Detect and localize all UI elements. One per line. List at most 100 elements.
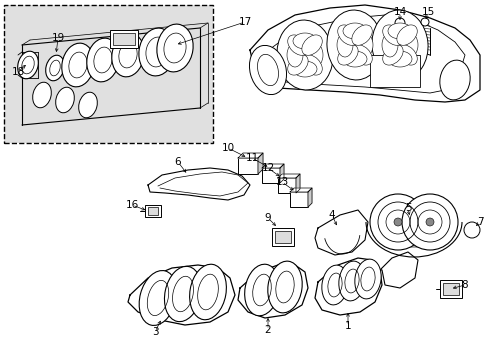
Ellipse shape bbox=[287, 55, 307, 75]
Bar bbox=[238, 158, 258, 174]
Ellipse shape bbox=[326, 10, 382, 80]
Text: 8: 8 bbox=[461, 280, 468, 290]
Polygon shape bbox=[238, 265, 307, 318]
Ellipse shape bbox=[321, 265, 347, 305]
Ellipse shape bbox=[86, 38, 119, 82]
Ellipse shape bbox=[354, 259, 380, 299]
Ellipse shape bbox=[369, 194, 425, 250]
Bar bbox=[145, 205, 161, 217]
Ellipse shape bbox=[351, 45, 371, 65]
Bar bbox=[439, 280, 461, 298]
Text: 5: 5 bbox=[404, 203, 410, 213]
Ellipse shape bbox=[286, 43, 303, 67]
Ellipse shape bbox=[267, 261, 302, 313]
Text: 1: 1 bbox=[344, 321, 350, 331]
Polygon shape bbox=[307, 188, 311, 207]
Ellipse shape bbox=[139, 28, 175, 76]
Ellipse shape bbox=[381, 33, 397, 57]
Text: 12: 12 bbox=[261, 163, 274, 173]
Text: 14: 14 bbox=[392, 7, 406, 17]
Text: 10: 10 bbox=[221, 143, 234, 153]
Ellipse shape bbox=[401, 194, 457, 250]
Ellipse shape bbox=[337, 45, 357, 65]
Polygon shape bbox=[278, 174, 299, 178]
Ellipse shape bbox=[157, 24, 193, 72]
Ellipse shape bbox=[45, 55, 64, 81]
Text: 13: 13 bbox=[275, 177, 288, 187]
Ellipse shape bbox=[393, 218, 401, 226]
Text: 9: 9 bbox=[264, 213, 271, 223]
Ellipse shape bbox=[189, 264, 226, 320]
Text: 17: 17 bbox=[238, 17, 251, 27]
Text: 7: 7 bbox=[476, 217, 482, 227]
Ellipse shape bbox=[351, 25, 371, 45]
Text: 4: 4 bbox=[328, 210, 335, 220]
Ellipse shape bbox=[56, 87, 74, 113]
Text: 6: 6 bbox=[174, 157, 181, 167]
Bar bbox=[148, 207, 158, 215]
Text: 2: 2 bbox=[264, 325, 271, 335]
Ellipse shape bbox=[79, 92, 97, 118]
Ellipse shape bbox=[301, 55, 322, 75]
Bar bbox=[110, 30, 138, 48]
Text: 3: 3 bbox=[151, 327, 158, 337]
Ellipse shape bbox=[387, 51, 411, 67]
Ellipse shape bbox=[338, 261, 365, 301]
Ellipse shape bbox=[463, 222, 479, 238]
Ellipse shape bbox=[164, 266, 201, 321]
Ellipse shape bbox=[387, 23, 411, 39]
Polygon shape bbox=[262, 15, 464, 93]
Polygon shape bbox=[314, 210, 367, 255]
Bar bbox=[4, 5, 213, 143]
Bar bbox=[274, 231, 290, 243]
Bar bbox=[442, 283, 458, 295]
Text: 19: 19 bbox=[51, 33, 64, 43]
Polygon shape bbox=[289, 188, 311, 192]
Ellipse shape bbox=[139, 271, 177, 325]
Bar bbox=[289, 192, 307, 207]
Ellipse shape bbox=[336, 33, 352, 57]
Ellipse shape bbox=[292, 61, 316, 77]
Polygon shape bbox=[258, 153, 263, 174]
Ellipse shape bbox=[396, 45, 416, 65]
Ellipse shape bbox=[276, 20, 332, 90]
Ellipse shape bbox=[342, 23, 366, 39]
Ellipse shape bbox=[439, 60, 469, 100]
Text: 18: 18 bbox=[11, 67, 24, 77]
Ellipse shape bbox=[382, 45, 402, 65]
Polygon shape bbox=[295, 174, 299, 193]
Ellipse shape bbox=[18, 51, 38, 79]
Bar bbox=[4, 5, 213, 143]
Text: 16: 16 bbox=[125, 200, 138, 210]
Polygon shape bbox=[379, 252, 417, 288]
Ellipse shape bbox=[337, 25, 357, 45]
Ellipse shape bbox=[301, 35, 322, 55]
Polygon shape bbox=[238, 153, 263, 158]
Polygon shape bbox=[262, 164, 284, 168]
Polygon shape bbox=[128, 265, 235, 325]
Bar bbox=[278, 178, 295, 193]
Polygon shape bbox=[280, 164, 284, 183]
Bar bbox=[113, 33, 135, 45]
Ellipse shape bbox=[249, 45, 286, 95]
Text: 11: 11 bbox=[245, 153, 258, 163]
Ellipse shape bbox=[396, 25, 416, 45]
Ellipse shape bbox=[112, 33, 144, 77]
Ellipse shape bbox=[244, 264, 279, 316]
Bar bbox=[271, 228, 293, 246]
Ellipse shape bbox=[292, 33, 316, 49]
Ellipse shape bbox=[287, 35, 307, 55]
Ellipse shape bbox=[382, 25, 402, 45]
Ellipse shape bbox=[425, 218, 433, 226]
Ellipse shape bbox=[420, 18, 428, 26]
Text: 15: 15 bbox=[421, 7, 434, 17]
Ellipse shape bbox=[61, 43, 94, 87]
Polygon shape bbox=[249, 5, 479, 102]
Ellipse shape bbox=[33, 82, 51, 108]
Polygon shape bbox=[314, 258, 381, 315]
Ellipse shape bbox=[306, 43, 323, 67]
Ellipse shape bbox=[342, 51, 366, 67]
Ellipse shape bbox=[401, 33, 417, 57]
Bar bbox=[262, 168, 280, 183]
Ellipse shape bbox=[371, 10, 427, 80]
